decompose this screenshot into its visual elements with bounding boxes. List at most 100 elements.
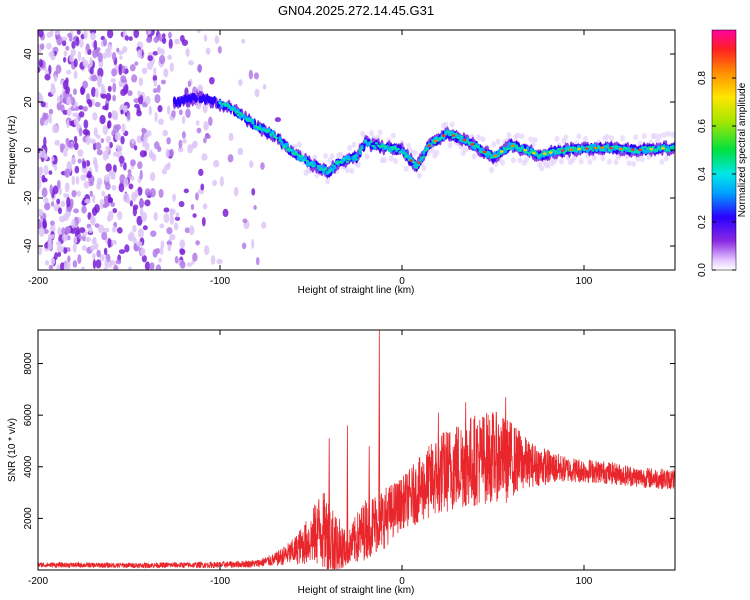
heatmap-noise-blob — [90, 138, 96, 144]
heatmap-noise-blob — [187, 80, 192, 88]
heatmap-noise-blob — [43, 119, 48, 126]
heatmap-peak — [470, 143, 474, 146]
heatmap-noise-blob — [148, 105, 152, 116]
heatmap-noise-blob — [169, 233, 176, 241]
heatmap-ridge-band — [251, 122, 255, 125]
heatmap-noise-blob — [107, 85, 112, 93]
heatmap-noise-blob — [49, 223, 56, 234]
heatmap-ridge-band — [558, 151, 562, 154]
heatmap-noise-blob — [107, 120, 111, 129]
heatmap-ridge-band — [433, 141, 437, 145]
heatmap-noise-blob — [93, 127, 98, 137]
heatmap-haze — [390, 132, 396, 139]
heatmap-noise-blob — [63, 150, 68, 157]
heatmap-noise-blob — [156, 47, 162, 55]
heatmap-noise-blob — [154, 141, 160, 150]
heatmap-noise-blob — [107, 30, 114, 39]
heatmap-ridge-band — [533, 150, 537, 153]
heatmap-ridge-band — [271, 132, 275, 135]
colorbar-tick-label: 0.6 — [697, 119, 708, 133]
heatmap-noise-blob — [91, 238, 96, 245]
heatmap-ridge-band — [371, 144, 375, 148]
heatmap-noise-blob — [79, 38, 84, 48]
heatmap-noise-blob — [92, 157, 98, 166]
heatmap-noise-blob — [161, 168, 168, 175]
heatmap-haze — [587, 158, 593, 165]
heatmap-haze — [633, 134, 639, 141]
heatmap-noise-blob — [82, 105, 88, 112]
heatmap-noise-blob — [75, 36, 80, 47]
snr-x-tick-label: 100 — [576, 576, 593, 587]
spectrogram-y-tick-label: 0 — [23, 147, 34, 153]
heatmap-noise-blob — [127, 90, 133, 97]
snr-x-label: Height of straight line (km) — [298, 585, 415, 596]
heatmap-noise-blob — [92, 259, 97, 270]
heatmap-haze — [475, 134, 481, 141]
heatmap-haze — [408, 147, 414, 154]
heatmap-ridge-band — [302, 159, 306, 162]
heatmap-noise-blob — [138, 77, 144, 87]
heatmap-noise-blob — [94, 101, 101, 108]
heatmap-noise-blob — [56, 179, 61, 189]
heatmap-noise-blob — [38, 30, 44, 38]
heatmap-ridge-band — [212, 95, 217, 104]
heatmap-ridge-band — [591, 149, 595, 152]
heatmap-noise-blob — [75, 176, 80, 185]
heatmap-ridge-band — [447, 131, 451, 134]
heatmap-noise-blob — [107, 197, 114, 204]
heatmap-noise-blob — [166, 227, 173, 235]
heatmap-noise-blob — [242, 218, 248, 224]
heatmap-noise-blob — [157, 33, 162, 40]
heatmap-noise-blob — [97, 67, 104, 78]
heatmap-noise-blob — [116, 227, 123, 234]
heatmap-noise-blob — [175, 212, 180, 218]
heatmap-noise-blob — [58, 215, 66, 223]
heatmap-ridge-band — [258, 127, 262, 131]
heatmap-noise-blob — [179, 35, 185, 43]
heatmap-noise-blob — [111, 184, 117, 191]
heatmap-noise-blob — [40, 101, 46, 108]
heatmap-noise-blob — [54, 30, 61, 36]
heatmap-ridge-band — [424, 149, 428, 152]
heatmap-ridge-band — [249, 118, 253, 122]
heatmap-ridge-band — [580, 146, 584, 149]
heatmap-haze — [296, 141, 302, 148]
heatmap-noise-blob — [48, 170, 53, 175]
heatmap-ridge-band — [358, 148, 362, 152]
heatmap-noise-blob — [89, 244, 96, 251]
heatmap-noise-blob — [141, 255, 147, 263]
heatmap-peak — [569, 148, 573, 151]
heatmap-peak — [510, 144, 515, 147]
heatmap-noise-blob — [118, 249, 126, 254]
heatmap-haze — [532, 137, 538, 144]
heatmap-noise-blob — [82, 59, 89, 68]
heatmap-noise-blob — [61, 36, 68, 42]
heatmap-haze — [578, 158, 584, 165]
heatmap-ridge-band — [413, 161, 417, 164]
heatmap-noise-blob — [179, 248, 186, 256]
heatmap-noise-blob — [237, 147, 244, 156]
heatmap-haze — [659, 158, 665, 165]
snr-y-tick-label: 8000 — [23, 352, 34, 375]
heatmap-noise-blob — [50, 257, 56, 265]
heatmap-noise-blob — [217, 45, 222, 54]
heatmap-noise-blob — [86, 173, 92, 179]
heatmap-haze — [480, 136, 486, 143]
colorbar-tick-label: 0.4 — [697, 167, 708, 181]
heatmap-peak — [577, 147, 581, 151]
heatmap-noise-blob — [61, 227, 66, 236]
heatmap-ridge-band — [398, 150, 402, 154]
heatmap-noise-blob — [102, 150, 108, 161]
heatmap-noise-blob — [158, 118, 164, 126]
heatmap-noise-blob — [260, 162, 265, 170]
heatmap-peak — [417, 161, 421, 164]
heatmap-haze — [347, 144, 353, 151]
heatmap-noise-blob — [145, 95, 151, 105]
heatmap-noise-blob — [111, 170, 116, 180]
heatmap-haze — [449, 121, 455, 128]
heatmap-noise-blob — [71, 219, 76, 229]
heatmap-noise-blob — [83, 180, 90, 189]
heatmap-ridge-band — [194, 95, 198, 103]
heatmap-noise-blob — [48, 264, 54, 270]
